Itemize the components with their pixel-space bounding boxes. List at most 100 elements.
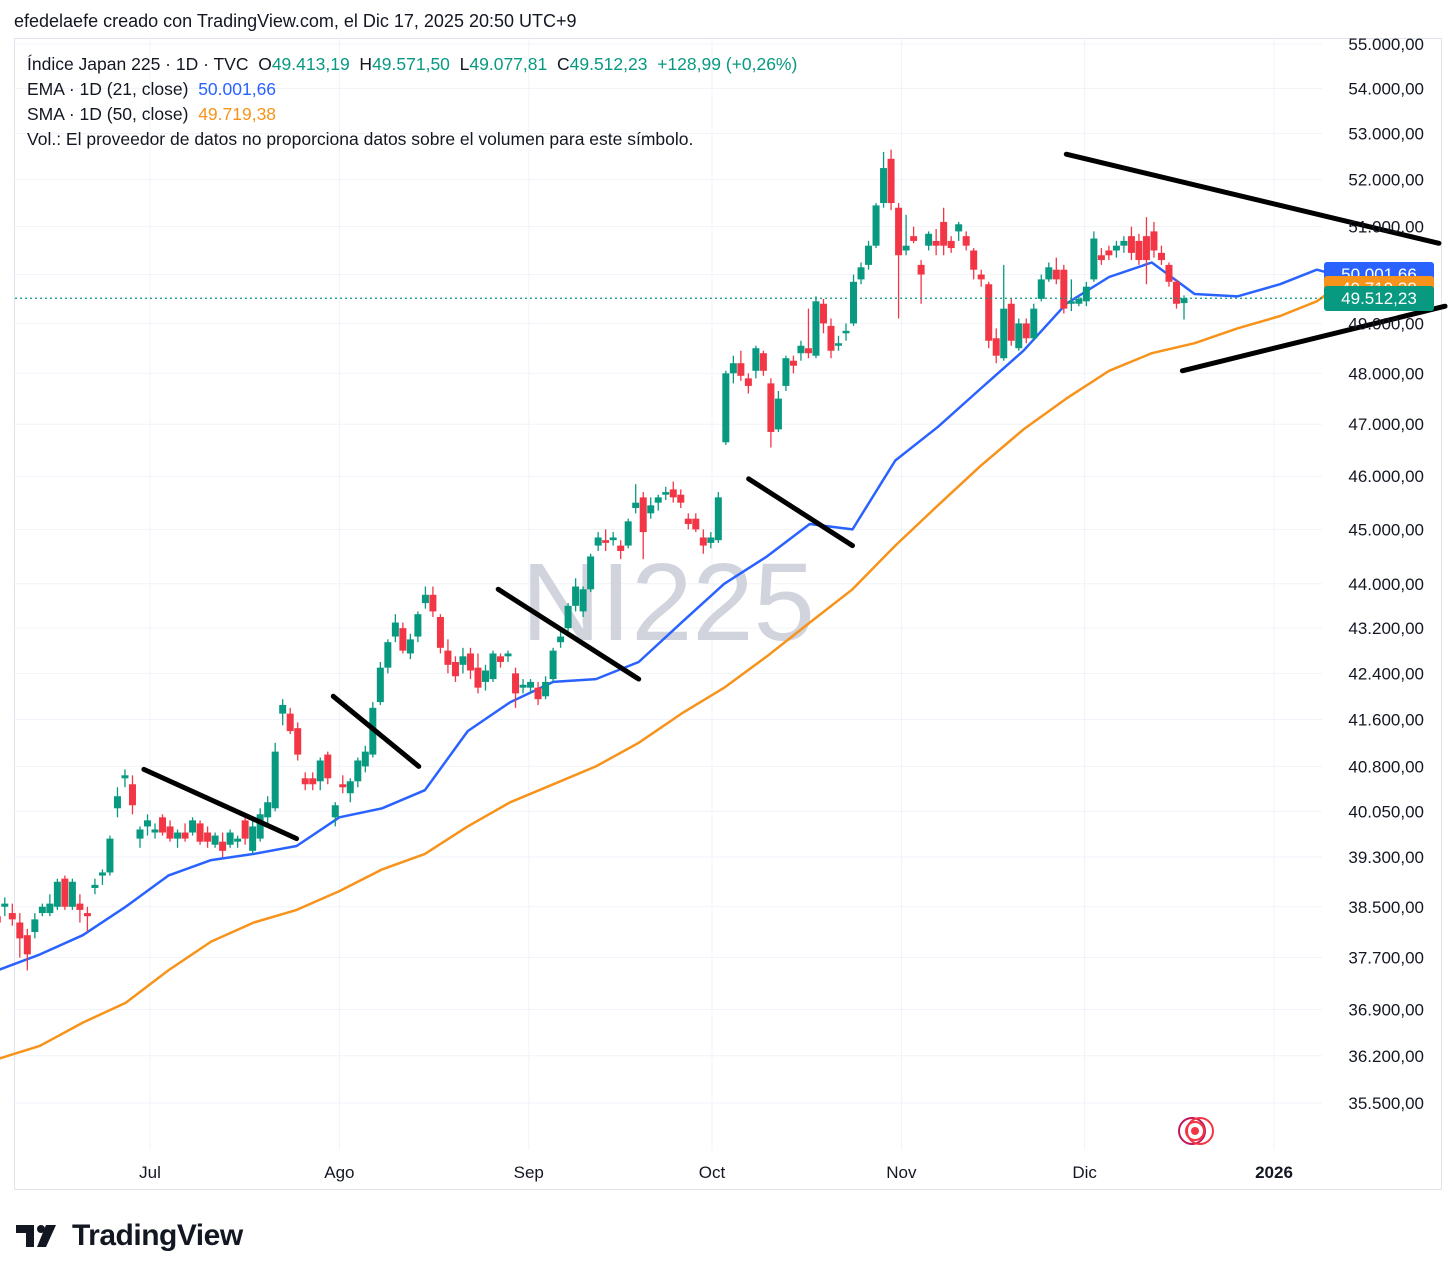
candle[interactable] (339, 775, 347, 794)
candle[interactable] (301, 772, 309, 791)
candle[interactable] (842, 323, 850, 341)
candle[interactable] (106, 835, 114, 876)
candle[interactable] (294, 722, 302, 761)
candle[interactable] (211, 832, 219, 848)
candle[interactable] (617, 540, 625, 560)
candle[interactable] (857, 262, 865, 285)
trendline[interactable] (141, 766, 300, 842)
candle[interactable] (850, 274, 858, 326)
candle[interactable] (361, 745, 369, 773)
candle[interactable] (519, 679, 527, 694)
candle[interactable] (1015, 318, 1023, 351)
candle[interactable] (136, 826, 144, 848)
candle[interactable] (985, 281, 993, 349)
candle[interactable] (68, 878, 76, 910)
candle[interactable] (722, 370, 730, 445)
candle[interactable] (872, 203, 880, 249)
candle[interactable] (151, 823, 159, 839)
candle[interactable] (309, 772, 317, 791)
candle[interactable] (264, 796, 272, 824)
candle[interactable] (512, 667, 520, 708)
candle[interactable] (1150, 221, 1158, 258)
candle[interactable] (910, 226, 918, 244)
candle[interactable] (38, 903, 46, 917)
candle[interactable] (234, 835, 242, 848)
candle[interactable] (707, 532, 715, 549)
candle[interactable] (324, 751, 332, 785)
candle[interactable] (249, 820, 257, 854)
trendline[interactable] (495, 586, 642, 682)
candle[interactable] (602, 529, 610, 552)
candle[interactable] (61, 875, 69, 910)
candle[interactable] (534, 681, 542, 705)
candle[interactable] (489, 650, 497, 682)
candle[interactable] (812, 296, 820, 359)
candle[interactable] (474, 653, 482, 694)
candle[interactable] (144, 814, 151, 836)
candle[interactable] (414, 611, 422, 643)
candle[interactable] (880, 151, 888, 208)
candle[interactable] (159, 814, 167, 836)
candle[interactable] (399, 622, 407, 654)
candle[interactable] (865, 240, 873, 270)
candle[interactable] (76, 894, 84, 923)
candle[interactable] (955, 221, 963, 241)
candle[interactable] (1082, 281, 1090, 307)
candle[interactable] (729, 355, 737, 384)
trendline[interactable] (330, 693, 422, 769)
candle[interactable] (204, 826, 212, 848)
candle[interactable] (316, 757, 324, 791)
candle[interactable] (181, 823, 189, 842)
candle[interactable] (174, 829, 182, 848)
candle[interactable] (53, 878, 61, 910)
candle[interactable] (1067, 279, 1075, 312)
candle[interactable] (1000, 264, 1008, 361)
candle[interactable] (549, 647, 557, 682)
candle[interactable] (256, 808, 264, 842)
tradingview-logo[interactable]: TradingView (16, 1218, 243, 1254)
candle[interactable] (669, 481, 677, 503)
candle[interactable] (767, 378, 775, 448)
candle[interactable] (219, 832, 227, 858)
candle[interactable] (819, 298, 827, 334)
candle[interactable] (752, 345, 760, 379)
candle[interactable] (481, 664, 489, 691)
candle[interactable] (977, 269, 985, 287)
candle[interactable] (1127, 226, 1135, 261)
legend-symbol-row[interactable]: Índice Japan 225 · 1D · TVC O49.413,19 H… (27, 52, 797, 77)
candle[interactable] (789, 355, 797, 374)
candle[interactable] (827, 318, 835, 359)
candle[interactable] (354, 757, 362, 788)
candle[interactable] (804, 308, 812, 359)
candle[interactable] (241, 814, 249, 845)
candle[interactable] (1120, 236, 1128, 253)
candle[interactable] (1180, 295, 1188, 320)
candle[interactable] (421, 586, 429, 609)
candle[interactable] (497, 653, 505, 668)
candle[interactable] (947, 236, 955, 253)
candle[interactable] (962, 231, 970, 251)
candle[interactable] (83, 906, 91, 933)
candle[interactable] (1052, 257, 1060, 285)
candle[interactable] (992, 328, 1000, 364)
candle[interactable] (797, 340, 805, 361)
candle[interactable] (925, 231, 933, 251)
candle[interactable] (1030, 303, 1038, 341)
candle[interactable] (902, 214, 910, 256)
candle[interactable] (436, 614, 444, 654)
candle[interactable] (376, 661, 384, 705)
candle[interactable] (504, 650, 512, 662)
candle[interactable] (1157, 245, 1165, 265)
candle[interactable] (1165, 262, 1173, 287)
candle[interactable] (459, 647, 467, 674)
candle[interactable] (744, 373, 752, 394)
candle[interactable] (662, 486, 670, 501)
candle[interactable] (639, 492, 647, 560)
candle[interactable] (166, 820, 174, 842)
candle[interactable] (774, 390, 782, 432)
candle[interactable] (23, 928, 31, 971)
candle[interactable] (1037, 274, 1045, 302)
candle[interactable] (113, 787, 121, 818)
candle[interactable] (1060, 264, 1068, 314)
